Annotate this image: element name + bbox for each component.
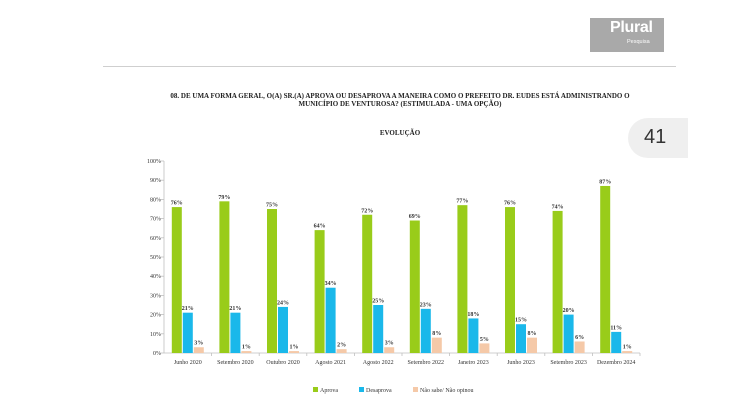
data-label: 64% xyxy=(314,224,326,230)
bar-desaprova xyxy=(563,314,574,353)
bar-nao-sabe xyxy=(384,347,395,353)
data-label: 21% xyxy=(182,306,194,312)
y-tick-label: 80% xyxy=(150,197,161,203)
bar-nao-sabe xyxy=(527,337,537,353)
bar-nao-sabe xyxy=(622,351,633,353)
bar-aprova xyxy=(457,205,468,353)
header-divider xyxy=(103,66,676,67)
bar-aprova xyxy=(314,230,325,353)
bar-desaprova xyxy=(516,324,526,353)
data-label: 87% xyxy=(599,179,611,185)
data-label: 25% xyxy=(372,299,384,305)
bar-desaprova xyxy=(230,312,241,353)
y-tick-label: 60% xyxy=(150,236,161,242)
y-tick-label: 30% xyxy=(150,293,161,299)
data-label: 23% xyxy=(420,302,432,308)
data-label: 34% xyxy=(325,281,337,287)
bar-nao-sabe xyxy=(193,347,204,353)
data-label: 77% xyxy=(456,199,468,205)
x-tick-label: Setembro 2020 xyxy=(217,360,254,366)
data-label: 15% xyxy=(515,318,527,324)
chart-subtitle: EVOLUÇÃO xyxy=(379,129,421,137)
bar-nao-sabe xyxy=(289,351,299,353)
legend-entry: Aprova xyxy=(320,388,338,394)
data-label: 76% xyxy=(171,201,183,207)
data-label: 1% xyxy=(290,345,299,351)
x-tick-label: Setembro 2022 xyxy=(408,360,445,366)
page-number-badge: 41 xyxy=(628,118,688,158)
data-label: 74% xyxy=(552,204,564,210)
data-label: 76% xyxy=(504,201,516,207)
data-label: 1% xyxy=(242,345,251,351)
bar-desaprova xyxy=(468,318,479,353)
bar-desaprova xyxy=(325,287,336,353)
x-tick-label: Agosto 2021 xyxy=(315,360,346,366)
data-label: 6% xyxy=(575,335,584,341)
data-label: 5% xyxy=(480,337,489,343)
bar-desaprova xyxy=(182,312,193,353)
data-label: 3% xyxy=(194,341,203,347)
logo-wordmark: Plural xyxy=(610,19,653,36)
data-label: 18% xyxy=(467,312,479,318)
x-tick-label: Dezembro 2024 xyxy=(597,360,636,366)
legend-swatch xyxy=(413,387,418,392)
x-tick-label: Outubro 2020 xyxy=(266,360,300,366)
data-label: 3% xyxy=(385,341,394,347)
data-label: 1% xyxy=(623,345,632,351)
bar-desaprova xyxy=(373,305,384,353)
plural-logo: Plural Pesquisa xyxy=(590,18,664,52)
bar-aprova xyxy=(600,185,611,353)
data-label: 24% xyxy=(277,300,289,306)
data-label: 72% xyxy=(361,208,373,214)
x-tick-label: Junho 2020 xyxy=(174,360,202,366)
bar-aprova xyxy=(505,207,515,353)
data-label: 79% xyxy=(218,195,230,201)
data-label: 8% xyxy=(432,331,441,337)
data-label: 20% xyxy=(563,308,575,314)
data-label: 8% xyxy=(528,331,537,337)
legend-entry: Não sabe/ Não opinou xyxy=(420,388,474,394)
data-label: 2% xyxy=(337,343,346,349)
x-tick-label: Agosto 2022 xyxy=(363,360,394,366)
bar-nao-sabe xyxy=(431,337,442,353)
y-tick-label: 10% xyxy=(150,332,161,338)
bar-aprova xyxy=(362,214,373,353)
y-tick-label: 90% xyxy=(150,178,161,184)
y-tick-label: 100% xyxy=(147,159,161,165)
data-label: 75% xyxy=(266,203,278,209)
y-tick-label: 20% xyxy=(150,313,161,319)
data-label: 69% xyxy=(409,214,421,220)
y-tick-label: 0% xyxy=(153,351,161,357)
chart-legend: Aprova Desaprova Não sabe/ Não opinou xyxy=(313,387,474,394)
bar-desaprova xyxy=(611,331,622,353)
legend-entry: Desaprova xyxy=(366,388,392,394)
bar-aprova xyxy=(552,210,563,353)
legend-swatch xyxy=(359,387,364,392)
bar-nao-sabe xyxy=(336,349,347,353)
bar-aprova xyxy=(171,207,182,353)
bar-nao-sabe xyxy=(241,351,252,353)
bar-aprova xyxy=(267,209,277,353)
y-tick-label: 40% xyxy=(150,274,161,280)
x-tick-label: Setembro 2023 xyxy=(550,360,587,366)
bar-nao-sabe xyxy=(479,343,490,353)
legend-swatch xyxy=(313,387,318,392)
x-tick-label: Janeiro 2023 xyxy=(458,360,489,366)
bar-nao-sabe xyxy=(574,341,585,353)
bar-desaprova xyxy=(278,306,288,353)
bar-desaprova xyxy=(420,308,431,353)
logo-subtext: Pesquisa xyxy=(627,39,650,45)
chart-bars: 76% 21% 3% 79% 21% 1% 75% 24% 1% 64% 34% 2% 72% 25% 3%… xyxy=(171,179,633,353)
data-label: 11% xyxy=(610,325,622,331)
bar-aprova xyxy=(219,201,230,353)
data-label: 21% xyxy=(229,306,241,312)
y-tick-label: 50% xyxy=(150,255,161,261)
y-tick-label: 70% xyxy=(150,217,161,223)
chart-question: 08. DE UMA FORMA GERAL, O(A) SR.(A) APRO… xyxy=(170,92,630,109)
bar-aprova xyxy=(409,220,420,353)
page-number: 41 xyxy=(644,126,667,148)
x-tick-label: Junho 2023 xyxy=(507,360,535,366)
